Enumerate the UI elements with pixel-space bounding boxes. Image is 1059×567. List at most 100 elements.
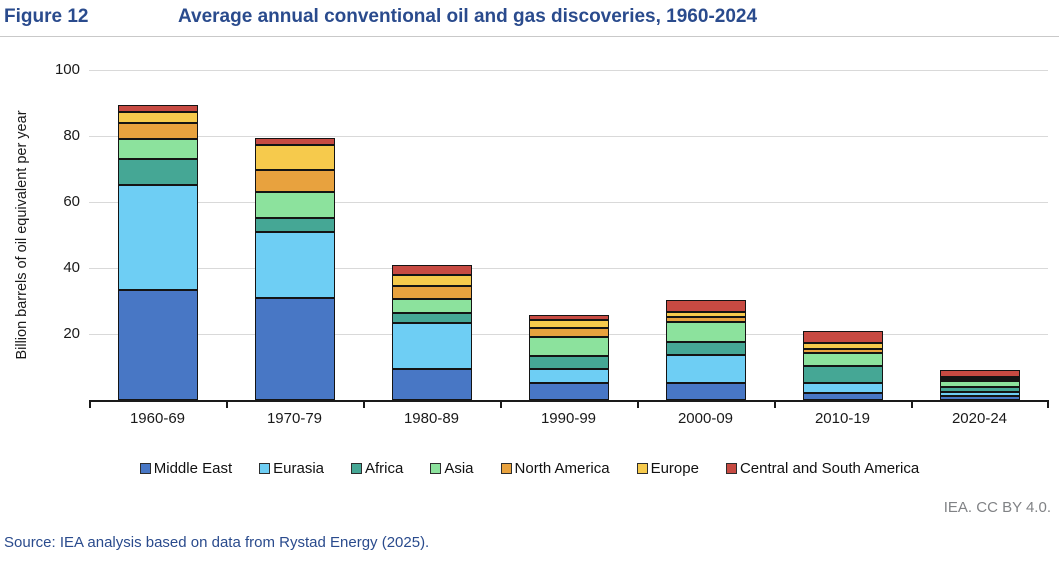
legend-label: Europe <box>650 459 699 477</box>
bar-segment <box>117 105 198 112</box>
license-text: IEA. CC BY 4.0. <box>943 499 1051 516</box>
x-axis-tick <box>774 400 776 408</box>
bar-segment <box>391 265 472 275</box>
bar-segment <box>117 139 198 159</box>
x-category-label: 1990-99 <box>540 410 597 427</box>
bar-segment <box>254 232 335 298</box>
bar-segment <box>665 355 746 383</box>
y-tick-label: 40 <box>63 259 80 276</box>
x-category-label: 2000-09 <box>677 410 734 427</box>
bar-segment <box>117 112 198 123</box>
legend-label: Central and South America <box>739 459 920 477</box>
bar-segment <box>117 290 198 400</box>
y-tick-label: 80 <box>63 127 80 144</box>
y-tick-label: 100 <box>54 61 80 78</box>
bar-segment <box>391 323 472 369</box>
legend-swatch-icon <box>636 462 648 474</box>
bar-segment <box>391 369 472 400</box>
legend-swatch-icon <box>430 462 442 474</box>
x-axis-tick <box>1047 400 1049 408</box>
bar-segment <box>117 123 198 139</box>
chart-legend: Middle East Eurasia Africa Asia North Americ… <box>0 457 1059 479</box>
x-axis-tick <box>363 400 365 408</box>
figure-title: Average annual conventional oil and gas … <box>178 6 758 27</box>
bar-segment <box>939 377 1020 379</box>
bar-segment <box>254 170 335 192</box>
y-axis-title: Billion barrels of oil equivalent per ye… <box>14 110 30 360</box>
gridline <box>89 202 1048 203</box>
source-text: Source: IEA analysis based on data from … <box>4 534 430 551</box>
bar-segment <box>665 312 746 317</box>
bar-segment <box>528 383 609 400</box>
bar-segment <box>528 369 609 383</box>
x-category-label: 1960-69 <box>129 410 186 427</box>
legend-label: Asia <box>444 459 474 477</box>
x-axis-tick <box>911 400 913 408</box>
stacked-bar-chart: Billion barrels of oil equivalent per ye… <box>0 37 1059 441</box>
bar-segment <box>802 383 883 393</box>
gridline <box>89 268 1048 269</box>
bar-segment <box>802 331 883 343</box>
figure-header: Figure 12 Average annual conventional oi… <box>0 0 1059 30</box>
bar-segment <box>802 393 883 400</box>
bar-segment <box>665 383 746 400</box>
legend-item: North America <box>500 459 610 477</box>
bar-segment <box>254 138 335 145</box>
bar-segment <box>528 337 609 356</box>
x-axis-tick <box>637 400 639 408</box>
bar-segment <box>391 299 472 313</box>
bar-segment <box>939 379 1020 381</box>
bar-segment <box>528 356 609 369</box>
bar-segment <box>802 349 883 353</box>
bar-segment <box>802 343 883 349</box>
gridline <box>89 70 1048 71</box>
legend-swatch-icon <box>139 462 151 474</box>
legend-item: Eurasia <box>259 460 324 477</box>
legend-label: Middle East <box>153 459 233 477</box>
gridline <box>89 136 1048 137</box>
x-axis-line <box>89 400 1049 408</box>
bar-segment <box>391 286 472 299</box>
legend-item: Middle East <box>139 459 233 477</box>
bar-segment <box>665 342 746 355</box>
legend-swatch-icon <box>725 462 737 474</box>
legend-item: Asia <box>430 459 474 477</box>
legend-label: North America <box>514 459 610 477</box>
legend-label: Eurasia <box>273 459 324 477</box>
plot-area <box>89 70 1048 400</box>
legend-item: Africa <box>351 460 403 477</box>
bar-segment <box>254 298 335 400</box>
bar-segment <box>117 159 198 185</box>
x-category-label: 1970-79 <box>266 410 323 427</box>
y-tick-label: 60 <box>63 193 80 210</box>
bar-segment <box>802 353 883 366</box>
legend-item: Europe <box>636 459 699 477</box>
bar-segment <box>391 275 472 286</box>
x-category-label: 2010-19 <box>814 410 871 427</box>
bar-segment <box>254 145 335 170</box>
x-category-label: 1980-89 <box>403 410 460 427</box>
bar-segment <box>117 185 198 290</box>
bar-segment <box>665 300 746 312</box>
bar-segment <box>665 317 746 322</box>
legend-label: Africa <box>365 459 404 477</box>
bar-segment <box>528 328 609 337</box>
bar-segment <box>665 322 746 342</box>
bar-segment <box>939 387 1020 392</box>
legend-swatch-icon <box>259 462 271 474</box>
legend-swatch-icon <box>351 462 362 474</box>
legend-swatch-icon <box>500 462 512 474</box>
y-tick-label: 20 <box>63 325 80 342</box>
bar-segment <box>254 192 335 218</box>
figure-number-label: Figure 12 <box>4 6 89 27</box>
x-axis-tick <box>500 400 502 408</box>
legend-item: Central and South America <box>725 459 920 477</box>
bar-segment <box>528 320 609 328</box>
x-axis-tick <box>226 400 228 408</box>
bar-segment <box>939 381 1020 387</box>
x-category-label: 2020-24 <box>951 410 1008 427</box>
title-divider <box>0 36 1059 37</box>
bar-segment <box>939 396 1020 400</box>
bar-segment <box>391 313 472 323</box>
bar-segment <box>528 315 609 320</box>
